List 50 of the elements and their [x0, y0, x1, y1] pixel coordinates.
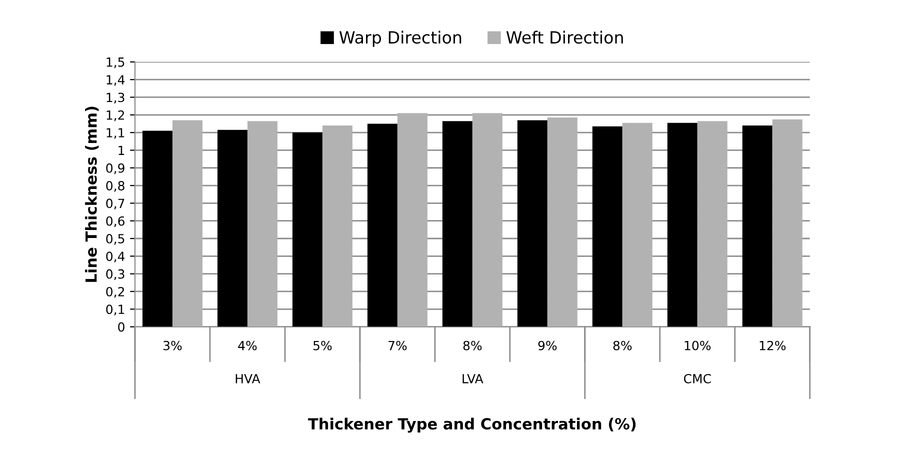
y-tick-label: 1,3 — [106, 92, 124, 104]
bar — [472, 113, 502, 327]
bar — [547, 118, 578, 327]
x-tick-label: 5% — [313, 340, 332, 350]
x-tick-label: 8% — [613, 340, 632, 350]
bar — [292, 132, 322, 327]
y-tick-label: 1,1 — [106, 128, 124, 139]
y-axis-title: Line Thickness (mm) — [85, 106, 99, 282]
y-tick-label: 0,5 — [106, 234, 124, 245]
bar — [697, 121, 728, 327]
y-tick-label: 0,7 — [106, 198, 124, 210]
y-tick-label: 0,9 — [106, 163, 124, 174]
y-tick-label: 0,4 — [106, 252, 125, 262]
bar — [517, 120, 548, 327]
legend-label: Warp Direction — [339, 30, 462, 47]
bar — [742, 125, 772, 327]
bar — [217, 130, 248, 327]
y-tick-label: 0,3 — [106, 269, 124, 280]
y-tick-label: 1,2 — [106, 110, 124, 122]
bar — [442, 121, 472, 327]
y-tick-label: 0,1 — [106, 304, 124, 316]
bar — [667, 122, 698, 327]
bar — [772, 119, 802, 327]
bar — [622, 122, 652, 327]
text: HVA — [236, 374, 260, 384]
y-tick-label: 1,4 — [106, 75, 125, 86]
x-tick-label: 8% — [463, 340, 482, 350]
x-tick-label: 3% — [164, 340, 182, 350]
text: LVA — [462, 374, 484, 384]
bar — [142, 130, 172, 327]
bar — [367, 124, 398, 327]
x-tick-label: 7% — [388, 340, 407, 350]
bar — [247, 121, 278, 327]
x-tick-label: 10% — [684, 340, 711, 350]
y-tick-label: 0 — [118, 322, 124, 332]
bar — [172, 120, 202, 327]
bar — [322, 125, 352, 327]
legend-label: Weft Direction — [506, 30, 623, 44]
x-tick-label: 4% — [238, 340, 257, 350]
x-axis-title: Thickener Type and Concentration (%) — [308, 418, 636, 433]
x-tick-label: 9% — [538, 340, 557, 350]
y-tick-label: 0,6 — [106, 216, 124, 228]
text: CMC — [684, 374, 711, 384]
x-tick-label: 12% — [760, 340, 786, 350]
bar — [397, 113, 428, 327]
y-tick-label: 0,2 — [106, 286, 124, 298]
y-tick-label: 0,8 — [106, 181, 124, 192]
bar — [592, 126, 622, 327]
y-tick-label: 1 — [118, 146, 124, 155]
y-tick-label: 1,5 — [106, 58, 124, 68]
